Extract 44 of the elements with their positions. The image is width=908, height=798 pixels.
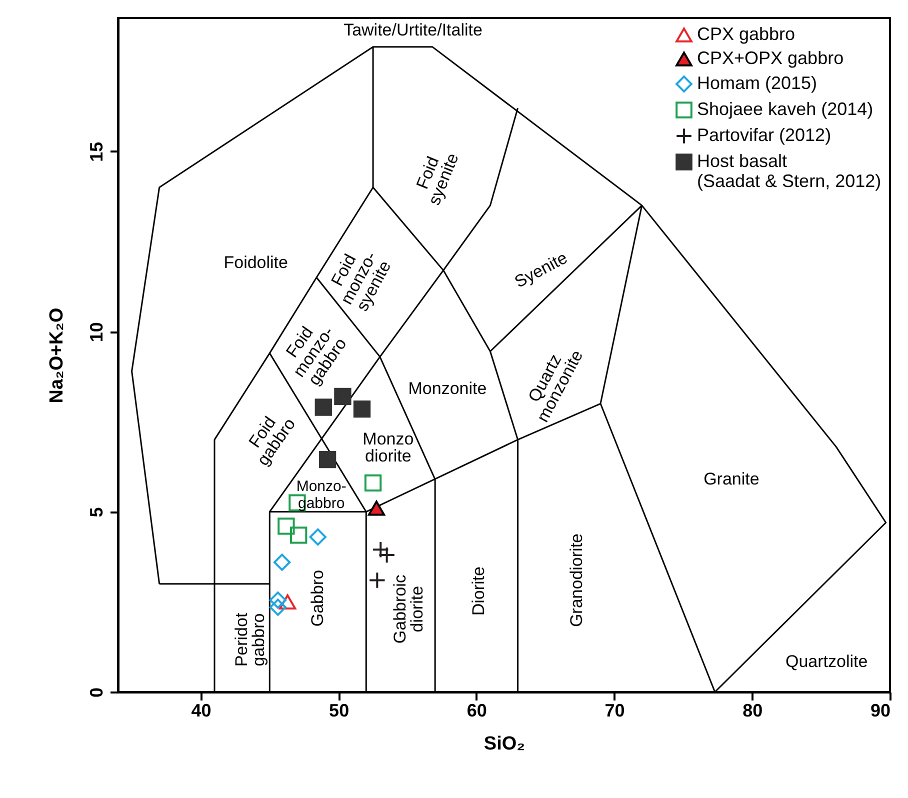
point bbox=[368, 572, 386, 589]
point bbox=[290, 526, 308, 544]
legend-label: CPX gabbro bbox=[697, 24, 796, 44]
y-tick-label: 15 bbox=[86, 142, 106, 162]
annotation: Peridot gabbro bbox=[232, 612, 268, 667]
x-axis-title: SiO₂ bbox=[484, 734, 526, 754]
point bbox=[269, 598, 286, 616]
point bbox=[314, 398, 332, 416]
x-tick-label: 50 bbox=[329, 700, 350, 720]
point bbox=[278, 518, 295, 535]
point bbox=[334, 388, 352, 406]
point bbox=[353, 400, 371, 418]
y-tick-label: 0 bbox=[86, 687, 106, 698]
annotation: Quartzolite bbox=[785, 652, 868, 672]
annotation: Monzonite bbox=[408, 379, 487, 398]
annotation: Tawite/Urtite/Italite bbox=[344, 20, 482, 40]
legend-label: Shojaee kaveh (2014) bbox=[697, 99, 874, 119]
legend-label: Host basalt (Saadat & Stern, 2012) bbox=[697, 151, 882, 191]
point bbox=[269, 592, 286, 609]
annotation: Monzo diorite bbox=[362, 430, 414, 466]
legend-label: Partovifar (2012) bbox=[697, 125, 832, 145]
point bbox=[318, 450, 336, 468]
x-tick-label: 70 bbox=[604, 700, 625, 720]
point bbox=[273, 554, 291, 571]
y-tick-label: 5 bbox=[86, 507, 106, 518]
x-tick-label: 80 bbox=[742, 700, 763, 720]
annotation: Foidolite bbox=[224, 253, 288, 272]
point bbox=[278, 594, 296, 610]
annotation: Gabbroic diorite bbox=[390, 574, 427, 644]
x-tick-label: 40 bbox=[191, 700, 212, 720]
point bbox=[364, 474, 382, 492]
annotation: Granite bbox=[704, 469, 760, 488]
x-tick-label: 60 bbox=[466, 700, 487, 720]
point bbox=[368, 500, 386, 516]
point bbox=[309, 528, 326, 546]
annotation: Gabbro bbox=[308, 570, 327, 627]
legend-label: CPX+OPX gabbro bbox=[697, 48, 844, 68]
annotation: Diorite bbox=[469, 566, 488, 616]
annotation: Granodiorite bbox=[567, 533, 586, 628]
legend-label: Homam (2015) bbox=[697, 73, 818, 93]
x-tick-label: 90 bbox=[870, 700, 890, 720]
y-axis-title: Na₂O+K₂O bbox=[46, 308, 68, 404]
y-tick-label: 10 bbox=[86, 322, 106, 342]
annotation: Foid syenite bbox=[412, 150, 462, 208]
